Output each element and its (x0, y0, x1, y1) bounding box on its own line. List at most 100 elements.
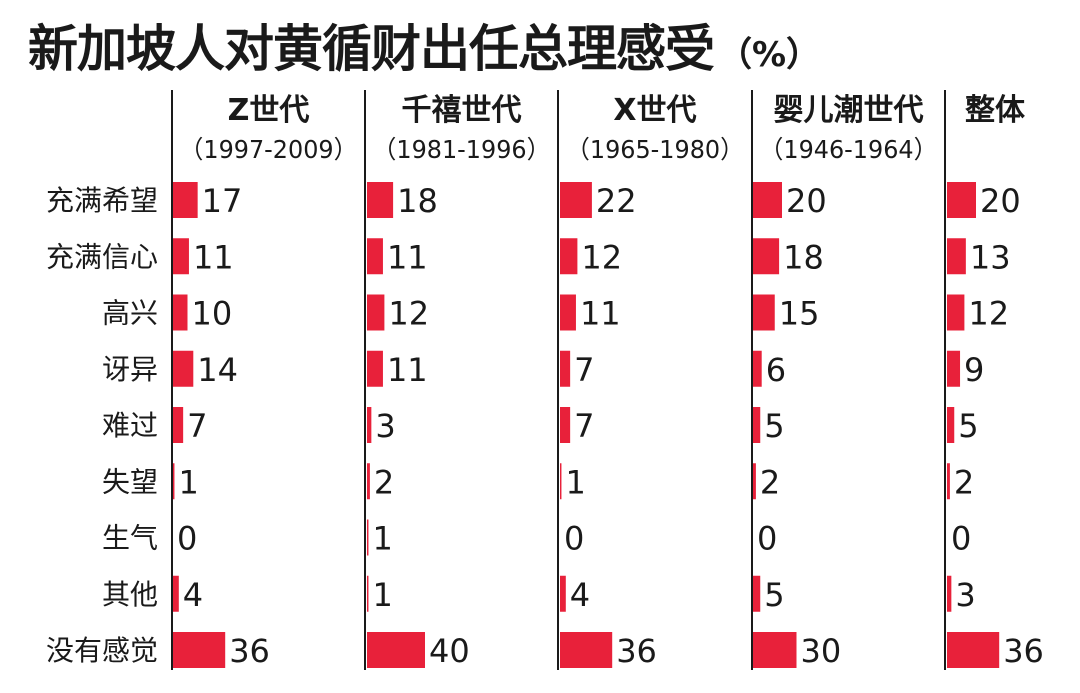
bar (560, 238, 578, 275)
chart-unit: （%） (718, 35, 821, 75)
bar (173, 238, 189, 275)
bar (560, 463, 562, 500)
value-label: 10 (192, 295, 233, 333)
bar (947, 350, 961, 387)
bar (947, 182, 976, 218)
category-label: 充满信心 (46, 240, 158, 273)
value-label: 2 (374, 463, 394, 501)
series-subheader: （1997-2009） (180, 135, 358, 164)
value-label: 1 (372, 520, 392, 558)
value-label: 1 (565, 463, 585, 501)
value-label: 5 (958, 407, 978, 445)
value-label: 18 (397, 182, 438, 220)
bar (367, 463, 370, 500)
bar (753, 182, 782, 218)
chart-title: 新加坡人对黄循财出任总理感受 (28, 20, 715, 78)
value-label: 3 (375, 407, 395, 445)
bar (367, 294, 385, 331)
value-label: 20 (980, 182, 1021, 220)
bar (560, 575, 566, 612)
value-label: 11 (387, 238, 428, 276)
value-label: 13 (970, 238, 1011, 276)
bar (173, 350, 194, 387)
bar (173, 575, 179, 612)
value-label: 12 (581, 238, 622, 276)
bar (367, 182, 394, 218)
bar (753, 463, 756, 500)
series-header: 整体 (965, 93, 1026, 128)
bar (367, 350, 383, 387)
value-label: 0 (951, 520, 971, 558)
value-label: 7 (187, 407, 207, 445)
value-label: 18 (783, 238, 824, 276)
value-label: 30 (801, 632, 842, 670)
bar (947, 463, 950, 500)
value-label: 2 (760, 463, 780, 501)
category-label: 难过 (102, 409, 158, 442)
value-label: 7 (574, 351, 594, 389)
bar (560, 632, 613, 668)
value-label: 15 (779, 295, 820, 333)
bar (367, 519, 369, 556)
bar (173, 632, 226, 668)
bar (173, 407, 184, 443)
bar (753, 407, 761, 443)
value-label: 4 (183, 576, 203, 614)
category-label: 其他 (102, 578, 158, 611)
bar (753, 632, 797, 668)
value-label: 5 (764, 576, 784, 614)
bar (367, 238, 383, 275)
value-label: 7 (574, 407, 594, 445)
value-label: 20 (786, 182, 827, 220)
value-label: 0 (564, 520, 584, 558)
series-subheader: （1946-1964） (760, 135, 938, 164)
bar (173, 463, 175, 500)
category-label: 生气 (102, 522, 158, 555)
bar (947, 294, 965, 331)
category-label: 高兴 (102, 297, 158, 330)
value-label: 36 (229, 632, 270, 670)
value-label: 14 (197, 351, 238, 389)
bar (367, 632, 425, 668)
value-label: 1 (372, 576, 392, 614)
series-header: X世代 (613, 93, 696, 128)
value-label: 1 (178, 463, 198, 501)
value-label: 2 (954, 463, 974, 501)
bar (560, 182, 592, 218)
value-label: 6 (766, 351, 786, 389)
category-label: 充满希望 (46, 184, 158, 217)
bar (947, 407, 955, 443)
value-label: 3 (955, 576, 975, 614)
category-label: 失望 (102, 465, 158, 498)
series-header: Z世代 (228, 93, 310, 128)
value-label: 11 (193, 238, 234, 276)
bar (753, 238, 780, 275)
bar (753, 294, 775, 331)
bar (173, 182, 198, 218)
value-label: 12 (968, 295, 1009, 333)
bar (753, 350, 762, 387)
bar (753, 575, 761, 612)
value-label: 40 (429, 632, 470, 670)
bar (947, 632, 1000, 668)
series-subheader: （1965-1980） (566, 135, 744, 164)
series-subheader: （1981-1996） (373, 135, 551, 164)
value-label: 36 (616, 632, 657, 670)
value-label: 0 (757, 520, 777, 558)
value-label: 4 (570, 576, 590, 614)
value-label: 0 (177, 520, 197, 558)
bar (173, 294, 188, 331)
bar (367, 575, 369, 612)
bar (560, 407, 571, 443)
value-label: 5 (764, 407, 784, 445)
bar (560, 294, 576, 331)
chart-title-row: 新加坡人对黄循财出任总理感受 （%） (28, 14, 820, 84)
category-label: 讶异 (102, 353, 158, 386)
value-label: 17 (202, 182, 243, 220)
value-label: 22 (596, 182, 637, 220)
bar (947, 238, 966, 275)
category-label: 没有感觉 (46, 634, 158, 667)
bar (367, 407, 372, 443)
value-label: 9 (964, 351, 984, 389)
